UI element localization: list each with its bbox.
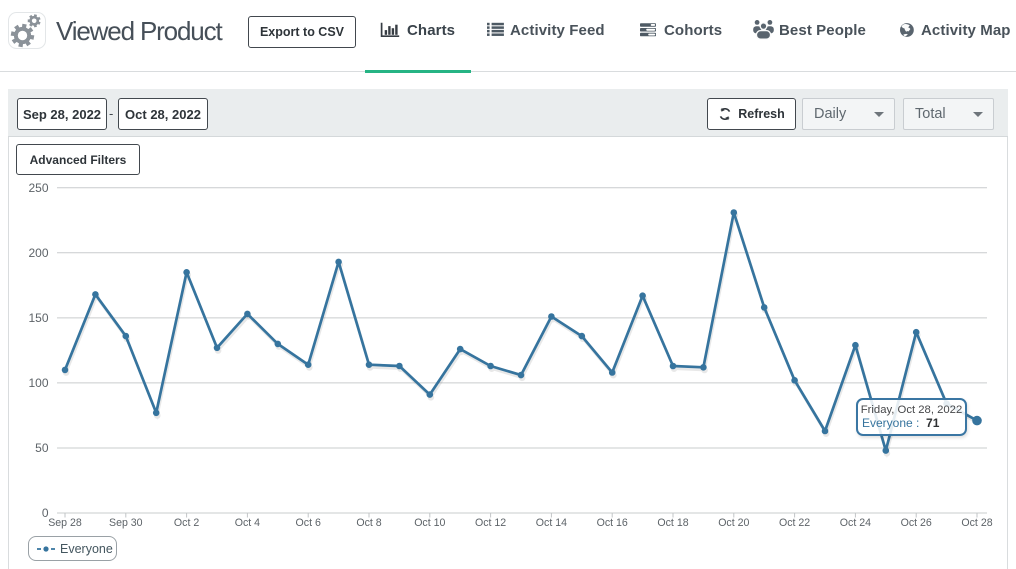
svg-text:Oct 28: Oct 28 [961, 517, 992, 529]
svg-text:Oct 12: Oct 12 [475, 517, 506, 529]
svg-text:Oct 10: Oct 10 [414, 517, 445, 529]
svg-text:Sep 28: Sep 28 [48, 517, 82, 529]
svg-text:Oct 6: Oct 6 [296, 517, 321, 529]
svg-text:Oct 26: Oct 26 [901, 517, 932, 529]
svg-text:0: 0 [42, 506, 49, 520]
svg-text:Oct 24: Oct 24 [840, 517, 871, 529]
svg-text:200: 200 [28, 246, 48, 260]
svg-text:Oct 20: Oct 20 [718, 517, 749, 529]
svg-text:Oct 22: Oct 22 [779, 517, 810, 529]
svg-text:Sep 30: Sep 30 [109, 517, 143, 529]
svg-text:Oct 16: Oct 16 [597, 517, 628, 529]
svg-text:250: 250 [28, 181, 48, 195]
svg-text:Oct 8: Oct 8 [356, 517, 381, 529]
svg-text:50: 50 [35, 441, 49, 455]
svg-text:150: 150 [28, 311, 48, 325]
svg-text:Oct 2: Oct 2 [174, 517, 199, 529]
svg-text:100: 100 [28, 376, 48, 390]
svg-text:Oct 18: Oct 18 [657, 517, 688, 529]
svg-text:Oct 14: Oct 14 [536, 517, 567, 529]
svg-text:Oct 4: Oct 4 [235, 517, 260, 529]
